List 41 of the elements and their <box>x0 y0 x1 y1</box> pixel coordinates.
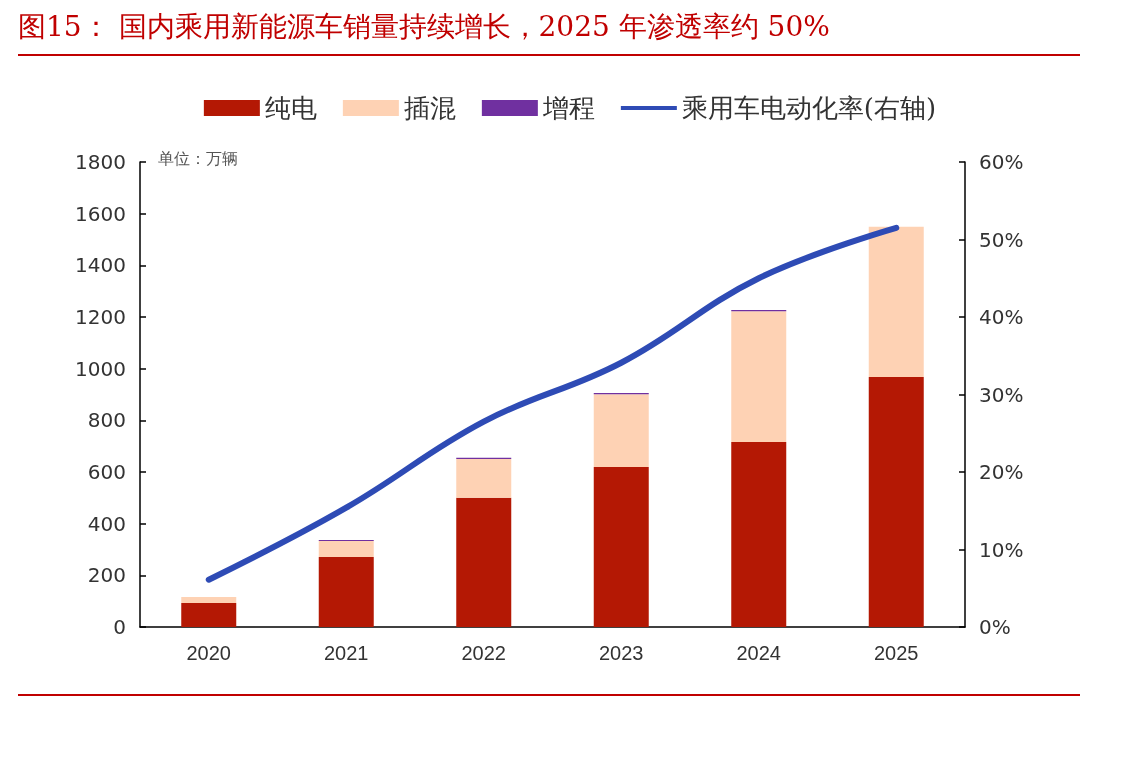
bar <box>868 226 924 377</box>
y2-tick-label: 20% <box>979 460 1024 484</box>
y-tick-label: 200 <box>87 563 126 588</box>
bar <box>731 311 787 443</box>
y-tick-label: 600 <box>87 460 126 484</box>
y2-tick-label: 40% <box>979 305 1024 329</box>
bar <box>318 556 374 627</box>
y-tick-label: 1200 <box>75 305 126 329</box>
bar <box>456 459 512 498</box>
y2-tick-label: 30% <box>979 382 1024 407</box>
legend-label: 乘用车电动化率(右轴) <box>681 93 937 123</box>
y2-tick-label: 0% <box>979 615 1011 639</box>
x-tick-label: 2020 <box>186 642 231 664</box>
bar <box>181 602 237 627</box>
x-tick-label: 2022 <box>461 642 506 664</box>
y-tick-label: 1600 <box>75 201 126 226</box>
legend-label: 插混 <box>403 93 456 123</box>
bar <box>868 376 924 627</box>
bar <box>593 467 649 627</box>
x-tick-label: 2021 <box>324 642 369 664</box>
chart-title: 图15： 国内乘用新能源车销量持续增长，2025 年渗透率约 50% <box>18 8 1080 56</box>
bar <box>181 597 237 603</box>
y-tick-label: 0 <box>113 615 126 639</box>
y2-tick-label: 50% <box>979 227 1024 252</box>
y2-tick-label: 10% <box>979 537 1024 562</box>
x-tick-label: 2024 <box>736 642 781 664</box>
y-tick-label: 1000 <box>75 356 126 381</box>
y-tick-label: 1400 <box>75 253 126 278</box>
y-tick-label: 800 <box>87 408 126 433</box>
legend-label: 纯电 <box>264 93 317 123</box>
x-tick-label: 2025 <box>874 642 919 664</box>
bar <box>731 442 787 627</box>
bar <box>593 394 649 468</box>
bar <box>456 497 512 627</box>
legend-label: 增程 <box>541 93 595 123</box>
y-tick-label: 400 <box>87 511 126 536</box>
y-tick-label: 1800 <box>75 150 126 174</box>
annotation: 单位：万辆 <box>158 148 238 168</box>
bar <box>318 540 374 557</box>
y2-tick-label: 60% <box>979 150 1024 174</box>
x-tick-label: 2023 <box>599 642 644 664</box>
